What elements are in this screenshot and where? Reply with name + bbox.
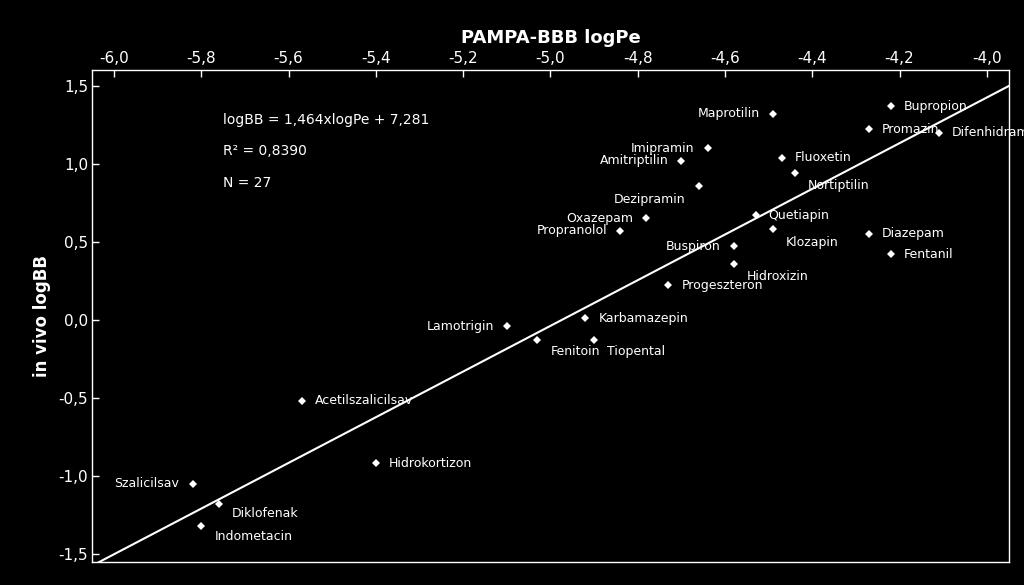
Text: Diklofenak: Diklofenak	[231, 507, 298, 520]
Text: Hidroxizin: Hidroxizin	[746, 270, 809, 283]
Text: Propranolol: Propranolol	[537, 225, 607, 238]
Text: Klozapin: Klozapin	[786, 236, 839, 249]
Text: Tiopental: Tiopental	[607, 345, 666, 358]
Text: Acetilszalicilsav: Acetilszalicilsav	[314, 394, 413, 407]
Text: Progeszteron: Progeszteron	[681, 279, 763, 292]
Text: Oxazepam: Oxazepam	[566, 212, 633, 225]
Text: Diazepam: Diazepam	[882, 228, 945, 240]
Text: Maprotilin: Maprotilin	[697, 108, 760, 121]
Text: Lamotrigin: Lamotrigin	[426, 319, 494, 332]
Text: Difenhidramin: Difenhidramin	[952, 126, 1024, 139]
Text: Hidrokortizon: Hidrokortizon	[389, 457, 472, 470]
Text: Nortiptilin: Nortiptilin	[808, 180, 869, 192]
Text: Promazin: Promazin	[882, 123, 940, 136]
Text: Buspiron: Buspiron	[666, 240, 721, 253]
Text: Bupropion: Bupropion	[904, 99, 968, 112]
Text: Quetiapin: Quetiapin	[769, 209, 829, 222]
Y-axis label: in vivo logBB: in vivo logBB	[34, 255, 51, 377]
Text: Karbamazepin: Karbamazepin	[598, 312, 688, 325]
Text: Fenitoin: Fenitoin	[550, 345, 600, 358]
Text: Indometacin: Indometacin	[214, 531, 293, 543]
Text: Fluoxetin: Fluoxetin	[795, 151, 852, 164]
Text: Szalicilsav: Szalicilsav	[115, 477, 179, 490]
Text: Imipramin: Imipramin	[631, 142, 694, 154]
Text: N = 27: N = 27	[223, 176, 271, 190]
Text: Fentanil: Fentanil	[904, 248, 953, 261]
Text: Dezipramin: Dezipramin	[614, 194, 686, 207]
Text: R² = 0,8390: R² = 0,8390	[223, 144, 307, 159]
Title: PAMPA-BBB logPe: PAMPA-BBB logPe	[461, 29, 640, 47]
Text: logBB = 1,464xlogPe + 7,281: logBB = 1,464xlogPe + 7,281	[223, 113, 429, 127]
Text: Amitriptilin: Amitriptilin	[599, 154, 669, 167]
